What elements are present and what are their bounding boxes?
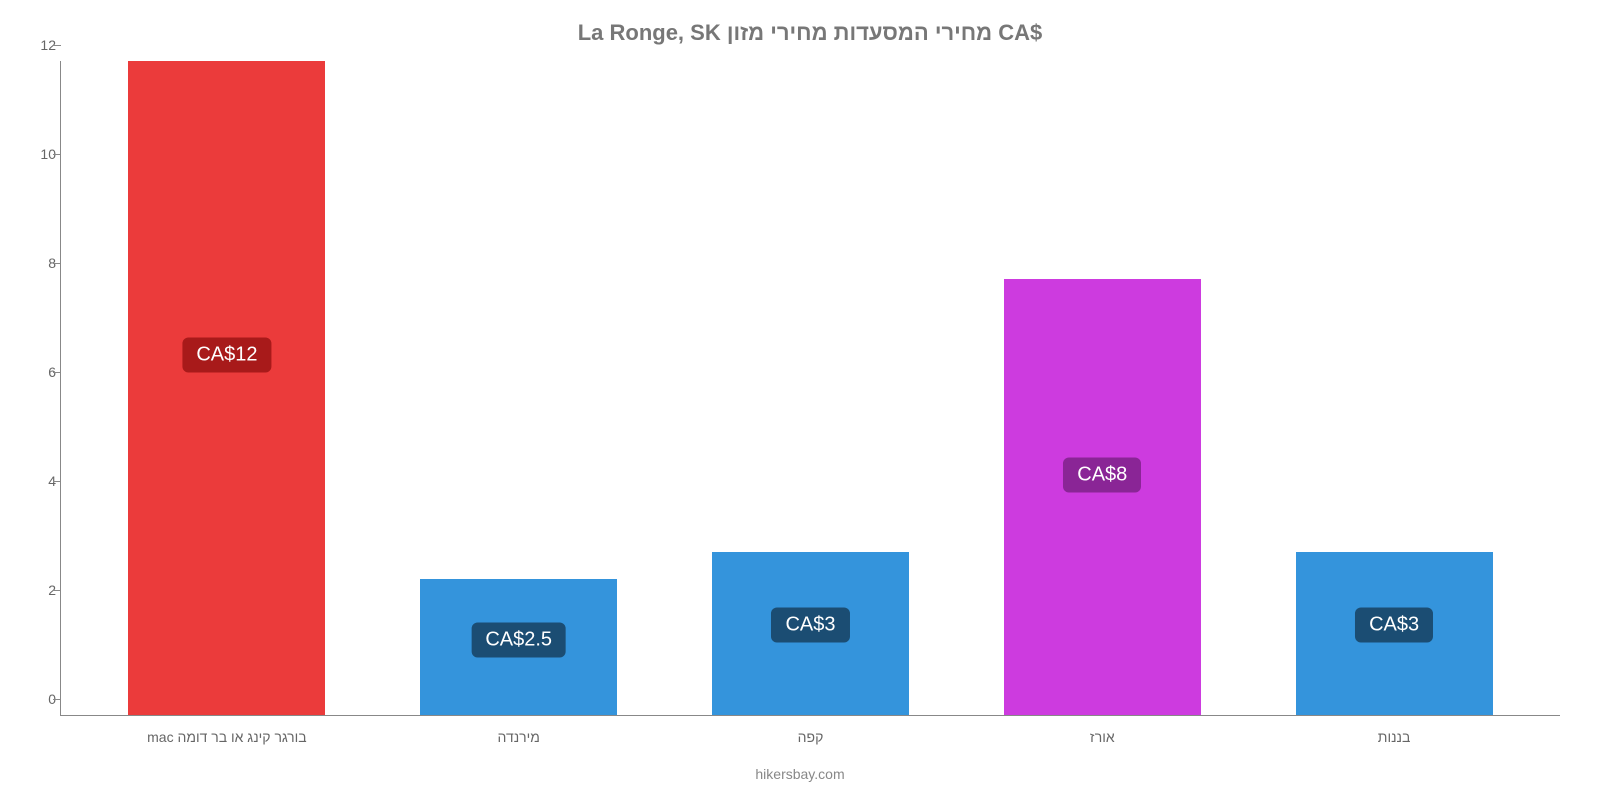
plot-area: 024681012 CA$12CA$2.5CA$3CA$8CA$3 בורגר … (60, 61, 1560, 716)
y-tick-label: 4 (16, 473, 56, 489)
y-tick-mark (53, 590, 61, 591)
y-tick-label: 0 (16, 691, 56, 707)
bar: CA$3 (712, 552, 909, 716)
bar: CA$8 (1004, 279, 1201, 715)
bar: CA$12 (128, 61, 325, 715)
bar-value-label: CA$8 (1063, 458, 1141, 493)
bar-group: CA$2.5 (387, 61, 650, 715)
chart-title: La Ronge, SK מחירי המסעדות מחירי מזון CA… (60, 20, 1560, 46)
chart-container: La Ronge, SK מחירי המסעדות מחירי מזון CA… (0, 0, 1600, 800)
bar-value-label: CA$3 (1355, 608, 1433, 643)
bar-group: CA$12 (96, 61, 359, 715)
y-tick-mark (53, 481, 61, 482)
y-tick-mark (53, 699, 61, 700)
y-tick-mark (53, 372, 61, 373)
bar-group: CA$8 (971, 61, 1234, 715)
x-axis-label: קפה (679, 729, 942, 745)
x-axis-label: בורגר קינג או בר דומה mac (96, 729, 359, 745)
x-axis-label: אורז (971, 729, 1234, 745)
bar: CA$3 (1296, 552, 1493, 716)
bar: CA$2.5 (420, 579, 617, 715)
x-axis-label: מירנדה (387, 729, 650, 745)
y-tick-label: 10 (16, 146, 56, 162)
bar-group: CA$3 (1263, 61, 1526, 715)
bar-group: CA$3 (679, 61, 942, 715)
y-tick-label: 8 (16, 255, 56, 271)
y-tick-mark (53, 263, 61, 264)
y-tick-label: 2 (16, 582, 56, 598)
bar-value-label: CA$3 (771, 608, 849, 643)
bar-value-label: CA$2.5 (471, 623, 566, 658)
y-tick-mark (53, 154, 61, 155)
y-tick-label: 12 (16, 37, 56, 53)
x-axis-labels: בורגר קינג או בר דומה mac מירנדה קפה אורז בנ… (61, 729, 1560, 745)
y-tick-label: 6 (16, 364, 56, 380)
y-tick-mark (53, 45, 61, 46)
bar-value-label: CA$12 (182, 338, 271, 373)
attribution-text: hikersbay.com (0, 766, 1600, 782)
y-axis: 024681012 (16, 61, 56, 715)
bars-wrapper: CA$12 CA$2.5 CA$3 CA$8 CA$3 (61, 61, 1560, 715)
x-axis-label: בננות (1263, 729, 1526, 745)
